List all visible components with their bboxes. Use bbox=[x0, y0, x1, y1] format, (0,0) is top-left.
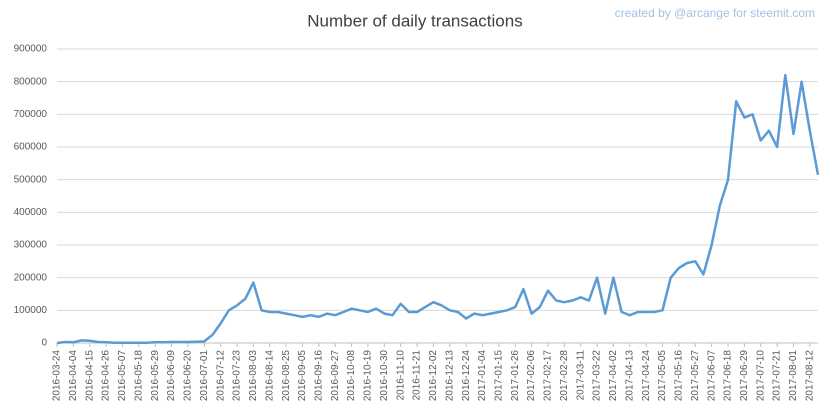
line-series bbox=[56, 73, 820, 345]
y-tick-label: 400000 bbox=[14, 207, 48, 218]
x-tick-label: 2016-08-03 bbox=[248, 350, 259, 402]
x-tick-label: 2016-04-26 bbox=[101, 350, 112, 402]
x-tick-label: 2016-10-19 bbox=[363, 350, 374, 402]
y-tick-label: 500000 bbox=[14, 174, 48, 185]
x-tick-label: 2017-04-24 bbox=[641, 350, 652, 402]
x-tick-label: 2016-11-21 bbox=[412, 350, 423, 401]
x-tick-label: 2016-06-09 bbox=[166, 350, 177, 402]
x-tick-label: 2017-03-11 bbox=[575, 350, 586, 401]
x-tick-label: 2017-07-21 bbox=[772, 350, 783, 402]
x-tick-label: 2016-09-27 bbox=[330, 350, 341, 402]
x-tick-label: 2017-03-22 bbox=[592, 350, 603, 402]
x-tick-label: 2016-10-30 bbox=[379, 350, 390, 402]
y-tick-label: 300000 bbox=[14, 240, 48, 251]
y-tick-label: 900000 bbox=[14, 44, 48, 55]
x-tick-label: 2016-07-23 bbox=[232, 350, 243, 402]
y-tick-label: 100000 bbox=[14, 305, 48, 316]
x-tick-label: 2017-06-29 bbox=[739, 350, 750, 402]
x-tick-label: 2016-04-15 bbox=[84, 350, 95, 402]
x-tick-label: 2017-06-07 bbox=[706, 350, 717, 402]
x-tick-label: 2016-08-25 bbox=[281, 350, 292, 402]
x-tick-label: 2017-02-06 bbox=[526, 350, 537, 402]
x-tick-label: 2016-06-20 bbox=[183, 350, 194, 402]
x-tick-label: 2017-02-28 bbox=[559, 350, 570, 402]
x-tick-label: 2016-07-12 bbox=[215, 350, 226, 402]
x-tick-label: 2016-05-18 bbox=[133, 350, 144, 402]
x-tick-label: 2017-02-17 bbox=[543, 350, 554, 402]
x-tick-label: 2016-09-16 bbox=[313, 350, 324, 402]
x-tick-label: 2016-03-24 bbox=[52, 350, 63, 402]
y-tick-label: 200000 bbox=[14, 272, 48, 283]
x-tick-label: 2017-06-18 bbox=[723, 350, 734, 402]
x-tick-label: 2017-05-27 bbox=[690, 350, 701, 402]
x-tick-label: 2017-08-01 bbox=[788, 350, 799, 402]
y-tick-label: 800000 bbox=[14, 76, 48, 87]
x-tick-label: 2017-04-13 bbox=[624, 350, 635, 402]
x-tick-label: 2016-12-24 bbox=[461, 350, 472, 402]
x-tick-label: 2016-12-13 bbox=[444, 350, 455, 402]
y-tick-label: 0 bbox=[41, 338, 47, 349]
chart-title: Number of daily transactions bbox=[307, 11, 522, 30]
x-tick-label: 2017-05-05 bbox=[657, 350, 668, 402]
x-tick-label: 2017-05-16 bbox=[674, 350, 685, 402]
x-tick-label: 2016-04-04 bbox=[68, 350, 79, 402]
x-tick-label: 2016-07-01 bbox=[199, 350, 210, 402]
x-tick-label: 2017-07-10 bbox=[755, 350, 766, 402]
x-tick-label: 2017-08-12 bbox=[804, 350, 815, 402]
x-tick-label: 2017-04-02 bbox=[608, 350, 619, 402]
x-tick-label: 2016-09-05 bbox=[297, 350, 308, 402]
x-tick-label: 2016-11-10 bbox=[395, 350, 406, 401]
y-tick-label: 600000 bbox=[14, 142, 48, 153]
x-tick-label: 2016-12-02 bbox=[428, 350, 439, 402]
annotation: created by @arcange for steemit.com bbox=[615, 6, 815, 20]
x-tick-label: 2017-01-26 bbox=[510, 350, 521, 402]
y-tick-label: 700000 bbox=[14, 109, 48, 120]
x-tick-label: 2017-01-15 bbox=[494, 350, 505, 402]
x-tick-label: 2016-10-08 bbox=[346, 350, 357, 402]
x-tick-label: 2016-05-07 bbox=[117, 350, 128, 402]
x-tick-label: 2016-05-29 bbox=[150, 350, 161, 402]
x-tick-label: 2017-01-04 bbox=[477, 350, 488, 402]
x-tick-label: 2016-08-14 bbox=[264, 350, 275, 402]
